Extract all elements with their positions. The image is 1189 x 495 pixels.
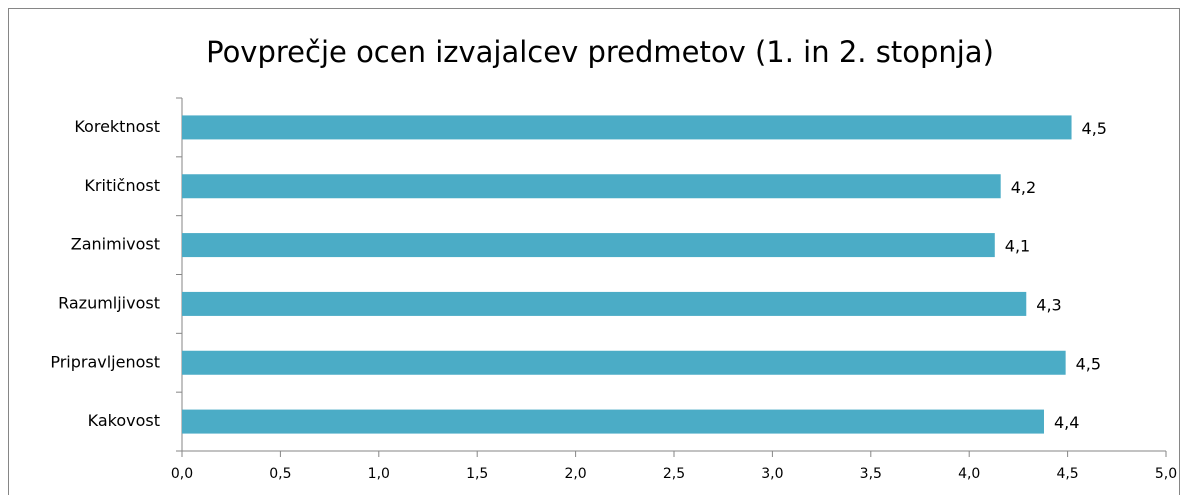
x-tick-label: 4,5 — [1056, 466, 1078, 482]
x-tick-label: 3,5 — [860, 466, 882, 482]
data-label: 4,2 — [1011, 178, 1036, 197]
data-label: 4,5 — [1082, 119, 1107, 138]
x-tick-label: 2,0 — [564, 466, 586, 482]
bar — [182, 233, 995, 258]
x-tick-label: 0,0 — [171, 466, 193, 482]
data-label: 4,4 — [1054, 413, 1079, 432]
chart-title: Povprečje ocen izvajalcev predmetov (1. … — [206, 35, 994, 69]
bar — [182, 291, 1027, 316]
x-tick-label: 0,5 — [269, 466, 291, 482]
data-label: 4,5 — [1076, 354, 1101, 373]
data-label: 4,1 — [1005, 237, 1030, 256]
bar — [182, 409, 1044, 434]
bar — [182, 350, 1066, 375]
bar — [182, 115, 1072, 140]
x-tick-label: 1,0 — [368, 466, 390, 482]
data-label: 4,3 — [1036, 295, 1061, 314]
x-tick-label: 5,0 — [1155, 466, 1177, 482]
y-tick-label: Razumljivost — [58, 293, 160, 312]
x-tick-label: 4,0 — [958, 466, 980, 482]
y-tick-label: Kritičnost — [84, 176, 160, 195]
y-tick-label: Kakovost — [88, 411, 160, 430]
y-tick-label: Korektnost — [74, 117, 160, 136]
x-tick-label: 1,5 — [466, 466, 488, 482]
x-tick-label: 2,5 — [663, 466, 685, 482]
y-tick-label: Zanimivost — [71, 235, 160, 254]
x-tick-label: 3,0 — [761, 466, 783, 482]
bar — [182, 174, 1001, 199]
y-tick-label: Pripravljenost — [50, 352, 160, 371]
